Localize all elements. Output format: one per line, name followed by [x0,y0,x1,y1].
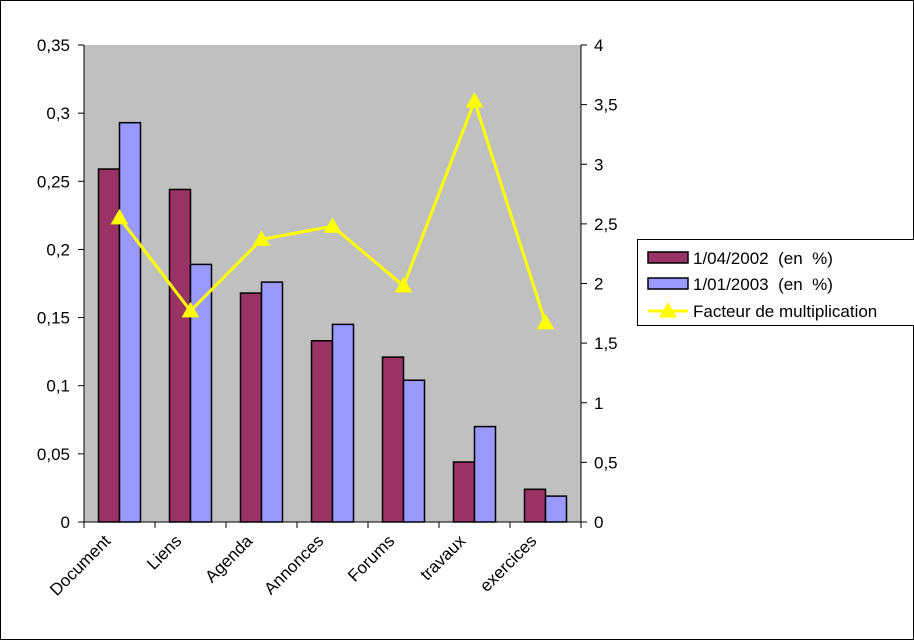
right-tick-label-6: 3 [594,155,603,174]
bar-1-0 [118,121,142,523]
line-marker-2-4 [394,276,413,293]
line-marker-2-1 [181,301,200,318]
legend-label-1: 1/01/2003 (en %) [693,275,833,294]
bar-0-2 [239,292,263,523]
legend-marker-2 [659,301,677,318]
line-layer [110,92,555,330]
bar-0-3 [310,339,334,523]
right-tick-label-7: 3,5 [594,96,618,115]
bar-0-6 [523,488,547,523]
right-tick-label-0: 0 [594,513,603,532]
bar-1-6 [544,495,568,523]
bar-1-4 [402,379,426,523]
legend: 1/04/2002 (en %) 1/01/2003 (en %) Facteur … [637,239,914,326]
bar-1-2 [260,281,284,523]
right-tick-label-1: 0,5 [594,453,618,472]
bar-0-4 [381,356,405,523]
bar-1-3 [331,323,355,523]
right-tick-label-3: 1,5 [594,334,618,353]
right-tick-label-5: 2,5 [594,215,618,234]
bar-1-1 [189,263,213,523]
left-tick-label-2: 0,1 [46,377,70,396]
line-marker-2-0 [110,208,129,225]
line-marker-2-3 [323,217,342,233]
line-marker-2-5 [465,92,484,108]
line-marker-2-2 [252,230,271,246]
line-marker-2-6 [536,313,555,330]
bars-layer [97,121,568,523]
left-tick-label-4: 0,2 [46,240,70,259]
left-tick-label-6: 0,3 [46,104,70,123]
left-tick-label-7: 0,35 [37,36,70,55]
left-tick-label-5: 0,25 [37,172,70,191]
legend-label-2: Facteur de multiplication [693,302,877,321]
legend-label-0: 1/04/2002 (en %) [693,249,833,268]
left-tick-label-3: 0,15 [37,309,70,328]
bar-0-1 [168,188,192,523]
left-tick-label-1: 0,05 [37,445,70,464]
left-tick-label-0: 0 [61,513,70,532]
right-tick-label-4: 2 [594,275,603,294]
legend-swatch-0 [647,251,689,264]
bar-0-5 [452,461,476,523]
legend-swatch-1 [647,277,689,290]
right-tick-label-2: 1 [594,394,603,413]
right-tick-label-8: 4 [594,36,603,55]
bar-1-5 [473,425,497,523]
